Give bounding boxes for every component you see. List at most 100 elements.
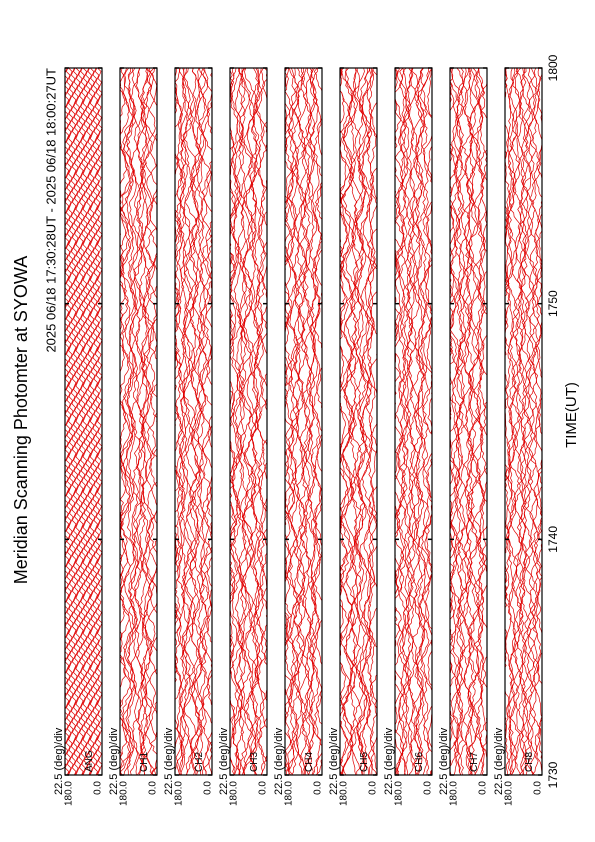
channel-label: CH1 [139, 752, 150, 772]
trace [144, 68, 157, 775]
trace [285, 68, 296, 775]
scale-label: 22.5 (deg)/div [273, 727, 285, 795]
trace [120, 68, 125, 775]
panel-frame [449, 67, 488, 776]
trace [477, 68, 487, 775]
traces [326, 68, 377, 775]
trace [450, 68, 460, 775]
traces [212, 68, 267, 775]
trace [455, 68, 472, 775]
trace [203, 68, 212, 775]
trace [212, 68, 226, 775]
trace [271, 68, 283, 775]
trace [340, 68, 355, 775]
trace [65, 68, 70, 775]
panel-frame [394, 67, 433, 776]
trace [131, 68, 145, 775]
trace [193, 68, 208, 775]
y-tick-label: 0.0 [258, 781, 269, 795]
trace [450, 68, 456, 775]
x-axis-title: TIME(UT) [563, 382, 580, 448]
trace [234, 68, 248, 775]
trace [175, 68, 188, 775]
trace [75, 68, 81, 775]
trace [313, 68, 322, 775]
y-tick-label: 0.0 [313, 781, 324, 795]
scale-label: 22.5 (deg)/div [328, 727, 340, 795]
trace [400, 68, 412, 775]
trace [414, 68, 431, 775]
trace [195, 68, 211, 775]
trace [340, 68, 357, 775]
trace [138, 68, 149, 775]
trace [431, 68, 447, 775]
panel-frame [174, 67, 213, 776]
trace [230, 68, 244, 775]
trace [177, 68, 189, 775]
trace [89, 68, 96, 775]
trace [404, 68, 417, 775]
trace [514, 68, 527, 775]
trace [128, 68, 143, 775]
panel-frame [504, 67, 543, 776]
trace [366, 68, 377, 775]
trace [73, 68, 79, 775]
trace [340, 68, 352, 775]
scale-label: 22.5 (deg)/div [438, 727, 450, 795]
channel-label: CH4 [304, 752, 315, 772]
panel-frame [229, 67, 268, 776]
trace [406, 68, 421, 775]
chart-title: Meridian Scanning Photomter at SYOWA [11, 256, 31, 584]
trace [395, 68, 396, 775]
trace [505, 68, 514, 775]
trace [199, 68, 212, 775]
y-tick-label: 0.0 [478, 781, 489, 795]
trace [65, 68, 72, 775]
trace [125, 68, 137, 775]
trace [414, 68, 426, 775]
trace [175, 68, 185, 775]
trace [97, 68, 102, 775]
trace [258, 68, 267, 775]
trace [527, 68, 542, 775]
trace [395, 68, 408, 775]
trace [365, 68, 375, 775]
trace [505, 68, 507, 775]
scale-label: 22.5 (deg)/div [383, 727, 395, 795]
trace [340, 68, 345, 775]
trace [147, 68, 157, 775]
trace [505, 68, 512, 775]
y-tick-label: 180.0 [339, 781, 350, 806]
trace [161, 68, 172, 775]
y-tick-label: 180.0 [504, 781, 515, 806]
scale-label: 22.5 (deg)/div [493, 727, 505, 795]
y-tick-label: 180.0 [394, 781, 405, 806]
trace [240, 68, 257, 775]
channel-label: CH7 [469, 752, 480, 772]
trace [120, 68, 129, 775]
x-tick-label: 1750 [546, 290, 560, 317]
trace [347, 68, 364, 775]
trace [80, 68, 86, 775]
trace [59, 68, 64, 775]
trace [488, 68, 501, 775]
y-tick-label: 0.0 [148, 781, 159, 795]
y-tick-label: 180.0 [284, 781, 295, 806]
trace [510, 68, 526, 775]
trace [106, 68, 116, 775]
y-tick-label: 0.0 [203, 781, 214, 795]
trace [214, 68, 230, 775]
trace [326, 68, 337, 775]
trace [491, 68, 504, 775]
channel-label: CH3 [249, 752, 260, 772]
trace [505, 68, 517, 775]
y-tick-label: 0.0 [368, 781, 379, 795]
trace [120, 68, 121, 775]
channel-label: CH2 [194, 752, 205, 772]
trace [456, 68, 475, 775]
trace [420, 68, 431, 775]
trace [179, 68, 193, 775]
trace [182, 68, 200, 775]
trace [354, 68, 368, 775]
